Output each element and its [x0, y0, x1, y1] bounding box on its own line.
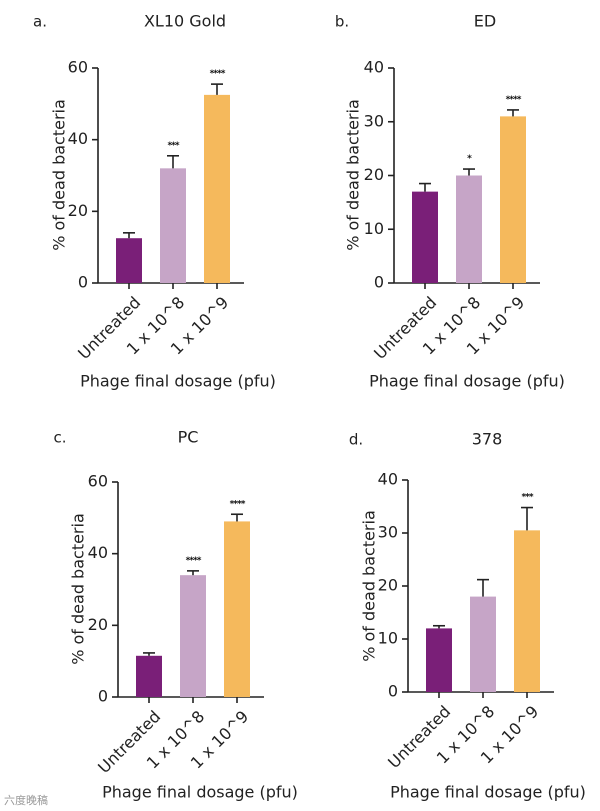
significance-marker: **** — [506, 95, 522, 105]
y-tick-label: 40 — [68, 129, 88, 148]
y-axis-title: % of dead bacteria — [50, 99, 69, 251]
x-axis-title: Phage final dosage (pfu) — [80, 372, 276, 391]
panel-label: a. — [33, 13, 47, 31]
significance-marker: **** — [210, 69, 226, 79]
y-tick-label: 20 — [88, 615, 108, 634]
chart-title: ED — [474, 12, 496, 31]
y-tick-label: 10 — [378, 629, 398, 648]
y-tick-label: 20 — [378, 576, 398, 595]
bar — [412, 191, 438, 283]
significance-marker: *** — [521, 493, 533, 503]
bar — [470, 596, 496, 692]
bar — [500, 116, 526, 283]
y-axis-title: % of dead bacteria — [344, 99, 363, 251]
y-tick-label: 10 — [364, 219, 384, 238]
significance-marker: *** — [167, 141, 179, 151]
x-axis-title: Phage final dosage (pfu) — [390, 783, 586, 802]
chart-title: 378 — [472, 430, 503, 449]
bar — [160, 168, 186, 283]
y-tick-label: 40 — [364, 58, 384, 77]
significance-marker: **** — [186, 556, 202, 566]
bar — [426, 628, 452, 692]
chart-title: XL10 Gold — [144, 12, 226, 31]
y-tick-label: 0 — [374, 273, 384, 292]
y-axis-title: % of dead bacteria — [360, 510, 379, 662]
bar — [224, 521, 250, 697]
y-tick-label: 0 — [78, 273, 88, 292]
y-tick-label: 30 — [364, 111, 384, 130]
y-tick-label: 40 — [378, 470, 398, 489]
x-axis-title: Phage final dosage (pfu) — [369, 372, 565, 391]
bar — [204, 94, 230, 283]
bar — [136, 655, 162, 697]
significance-marker: * — [467, 154, 472, 164]
bar — [514, 530, 540, 692]
significance-marker: **** — [230, 499, 246, 509]
watermark-text: 六度晚稿 — [4, 794, 48, 807]
y-tick-label: 20 — [364, 165, 384, 184]
bar — [180, 575, 206, 697]
y-axis-title: % of dead bacteria — [69, 513, 88, 665]
bar — [116, 238, 142, 283]
y-tick-label: 30 — [378, 523, 398, 542]
chart-title: PC — [178, 428, 199, 447]
bar — [456, 175, 482, 283]
y-tick-label: 60 — [88, 472, 108, 491]
y-tick-label: 20 — [68, 201, 88, 220]
panel-label: c. — [53, 429, 66, 447]
y-tick-label: 0 — [388, 682, 398, 701]
panel-label: d. — [349, 431, 363, 449]
y-tick-label: 40 — [88, 543, 108, 562]
panel-label: b. — [335, 13, 349, 31]
y-tick-label: 0 — [98, 687, 108, 706]
y-tick-label: 60 — [68, 58, 88, 77]
x-axis-title: Phage final dosage (pfu) — [102, 783, 298, 802]
